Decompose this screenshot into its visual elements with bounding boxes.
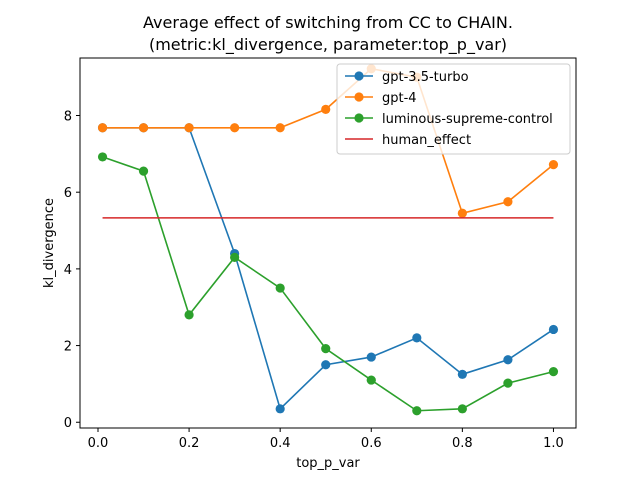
legend-label: luminous-supreme-control [382,112,553,127]
data-point-gpt-4 [138,123,149,133]
y-tick-label: 6 [64,186,72,201]
data-point-gpt-4 [548,159,559,170]
data-point-gpt-3-5-turbo [503,355,513,365]
y-axis-label: kl_divergence [42,198,57,288]
plot-frame [79,57,577,429]
data-point-luminous-supreme-control [184,310,194,320]
data-point-luminous-supreme-control [97,152,108,162]
chart-title-line1: Average effect of switching from CC to C… [143,13,513,32]
legend: gpt-3.5-turbo gpt-4 luminous-supreme-contr… [336,63,571,155]
data-point-luminous-supreme-control [366,375,376,385]
y-tick-label: 2 [64,340,72,355]
x-tick-label: 0.2 [179,436,200,451]
data-point-gpt-4 [230,123,240,133]
data-point-luminous-supreme-control [412,406,422,416]
data-point-gpt-3-5-turbo [275,404,285,414]
data-point-gpt-3-5-turbo [548,324,559,335]
legend-label: gpt-4 [382,91,417,106]
data-point-gpt-4 [503,197,513,207]
data-point-gpt-4 [275,123,285,133]
data-point-gpt-3-5-turbo [457,369,467,379]
data-point-luminous-supreme-control [275,283,285,293]
y-ticks: 0 2 4 6 8 [64,110,80,431]
x-tick-label: 0.0 [88,436,109,451]
y-tick-label: 4 [64,263,72,278]
legend-marker [354,71,364,81]
legend-label: gpt-3.5-turbo [382,70,469,85]
data-point-gpt-3-5-turbo [321,360,331,370]
data-point-gpt-4 [184,123,194,133]
chart-title-line2: (metric:kl_divergence, parameter:top_p_v… [149,35,507,55]
y-tick-label: 8 [64,110,72,125]
data-point-gpt-3-5-turbo [366,352,376,362]
legend-marker [354,113,364,123]
data-point-luminous-supreme-control [457,404,467,414]
data-point-gpt-3-5-turbo [412,333,422,343]
legend-item-human-effect: human_effect [345,133,471,148]
data-point-gpt-4 [97,123,108,133]
legend-item-luminous-supreme-control: luminous-supreme-control [345,112,553,127]
series-luminous-supreme-control [97,152,559,416]
legend-item-gpt-3-5-turbo: gpt-3.5-turbo [345,70,469,85]
data-point-luminous-supreme-control [230,252,240,262]
x-tick-label: 0.6 [361,436,382,451]
data-point-luminous-supreme-control [321,344,331,354]
series-gpt-4 [97,64,559,218]
legend-box [336,63,571,155]
data-point-luminous-supreme-control [503,378,513,388]
x-tick-label: 1.0 [543,436,564,451]
legend-marker [354,92,364,102]
data-point-luminous-supreme-control [138,166,149,176]
x-ticks: 0.0 0.2 0.4 0.6 0.8 1.0 [88,428,564,451]
data-point-luminous-supreme-control [548,367,559,377]
data-point-gpt-4 [457,208,467,218]
legend-label: human_effect [382,133,471,148]
data-point-gpt-4 [321,104,331,114]
x-tick-label: 0.4 [270,436,291,451]
legend-item-gpt-4: gpt-4 [345,91,417,106]
x-axis-label: top_p_var [296,456,360,471]
x-tick-label: 0.8 [452,436,473,451]
series-layer [97,64,559,416]
y-tick-label: 0 [64,416,72,431]
